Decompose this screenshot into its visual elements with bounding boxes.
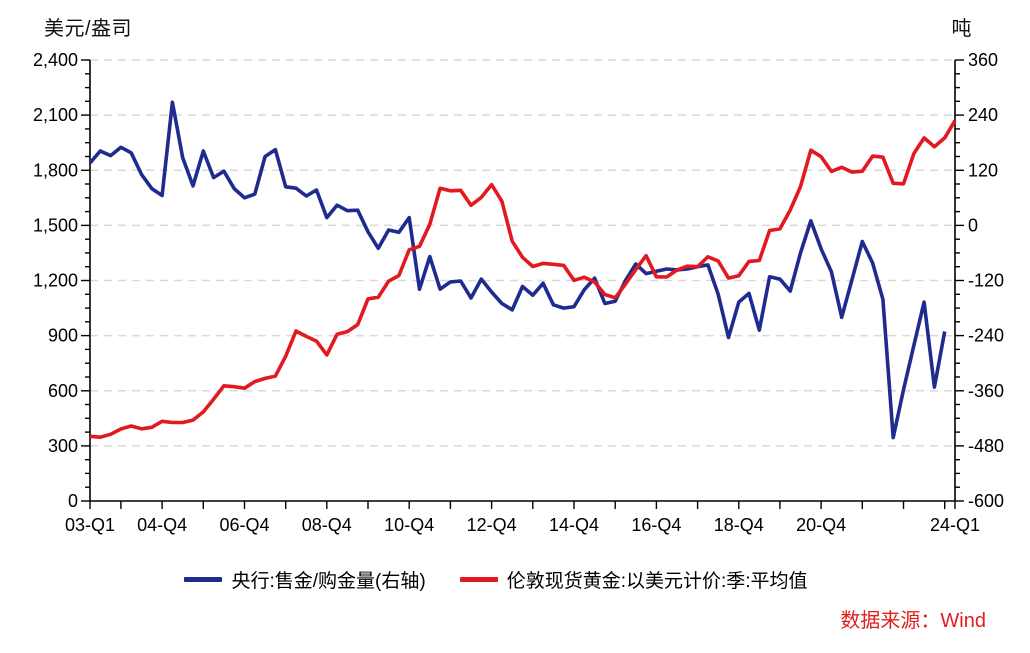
- x-axis-tick-label: 18-Q4: [714, 515, 764, 535]
- left-axis-tick-label: 900: [48, 326, 78, 346]
- x-axis-tick-label: 08-Q4: [302, 515, 352, 535]
- chart-legend: 央行:售金/购金量(右轴) 伦敦现货黄金:以美元计价:季:平均值: [0, 566, 992, 593]
- x-axis-tick-label: 16-Q4: [631, 515, 681, 535]
- chart-canvas: 0 300 600 900 1,200 1,500 1,800 2,100 2,400 -600 -…: [33, 50, 1004, 535]
- x-axis-tick-label: 24-Q1: [930, 515, 980, 535]
- legend-label-central-bank: 央行:售金/购金量(右轴): [231, 571, 426, 592]
- right-axis-tick-label: 360: [968, 50, 998, 70]
- left-axis-tick-label: 0: [68, 491, 78, 511]
- right-axis-tick-label: -600: [968, 491, 1004, 511]
- x-axis-tick-label: 14-Q4: [549, 515, 599, 535]
- x-axis-tick-label: 12-Q4: [467, 515, 517, 535]
- series-line-central-bank: [88, 100, 947, 440]
- left-axis-tick-label: 2,100: [33, 105, 78, 125]
- left-axis-tick-label: 1,200: [33, 271, 78, 291]
- left-axis-tick-label: 1,500: [33, 215, 78, 235]
- left-axis-tick-label: 1,800: [33, 160, 78, 180]
- legend-item-central-bank: 央行:售金/购金量(右轴): [184, 566, 426, 593]
- x-axis-tick-label: 10-Q4: [384, 515, 434, 535]
- legend-label-gold-price: 伦敦现货黄金:以美元计价:季:平均值: [506, 571, 808, 592]
- right-axis-unit-label: 吨: [951, 18, 972, 40]
- left-axis-tick-label: 600: [48, 381, 78, 401]
- x-axis-tick-label: 04-Q4: [137, 515, 187, 535]
- x-axis-tick-label: 06-Q4: [219, 515, 269, 535]
- x-axis-tick-label: 20-Q4: [796, 515, 846, 535]
- right-axis-tick-label: 0: [968, 215, 978, 235]
- right-axis-tick-label: -360: [968, 381, 1004, 401]
- legend-swatch-gold-price: [459, 577, 498, 582]
- left-axis-tick-label: 300: [48, 436, 78, 456]
- legend-swatch-central-bank: [184, 577, 223, 582]
- data-source-note: 数据来源：Wind: [840, 610, 986, 632]
- left-axis-tick-label: 2,400: [33, 50, 78, 70]
- right-axis-tick-label: -120: [968, 271, 1004, 291]
- right-axis-tick-label: 120: [968, 160, 998, 180]
- left-axis-unit-label: 美元/盎司: [44, 18, 133, 40]
- legend-item-gold-price: 伦敦现货黄金:以美元计价:季:平均值: [459, 566, 808, 593]
- x-axis-tick-label: 03-Q1: [65, 515, 115, 535]
- right-axis-tick-label: 240: [968, 105, 998, 125]
- right-axis-tick-label: -240: [968, 326, 1004, 346]
- right-axis-tick-label: -480: [968, 436, 1004, 456]
- series-line-gold-price: [89, 119, 957, 440]
